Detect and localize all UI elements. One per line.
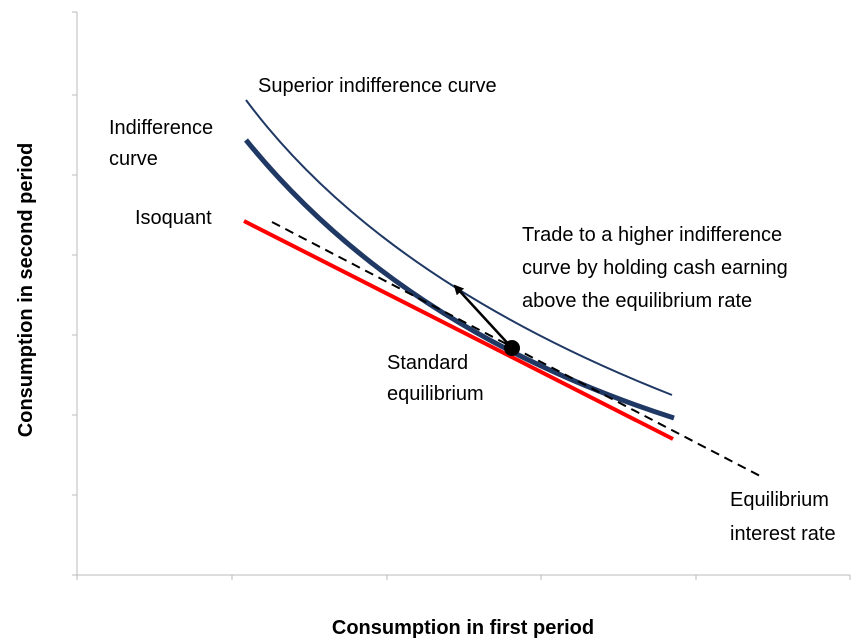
y-axis-title: Consumption in second period (15, 143, 37, 437)
trade-arrow (453, 284, 513, 349)
label: above the equilibrium rate (522, 290, 752, 312)
label: interest rate (730, 523, 836, 545)
x-axis-title: Consumption in first period (332, 617, 594, 638)
label: curve (109, 148, 158, 170)
label: Isoquant (135, 207, 212, 229)
superior-curve (245, 99, 673, 396)
isoquant-line (243, 219, 674, 441)
label: Standard (387, 352, 468, 374)
label: Trade to a higher indifference (522, 224, 782, 246)
y-ticks (72, 11, 77, 576)
x-ticks (76, 575, 851, 580)
label: Superior indifference curve (258, 75, 497, 97)
label: Equilibrium (730, 489, 829, 511)
label: Indifference (109, 117, 213, 139)
label: equilibrium (387, 383, 484, 405)
label: curve by holding cash earning (522, 257, 788, 279)
axes (72, 11, 851, 580)
indifference-curve (244, 138, 675, 421)
equilibrium-dot (504, 340, 520, 356)
